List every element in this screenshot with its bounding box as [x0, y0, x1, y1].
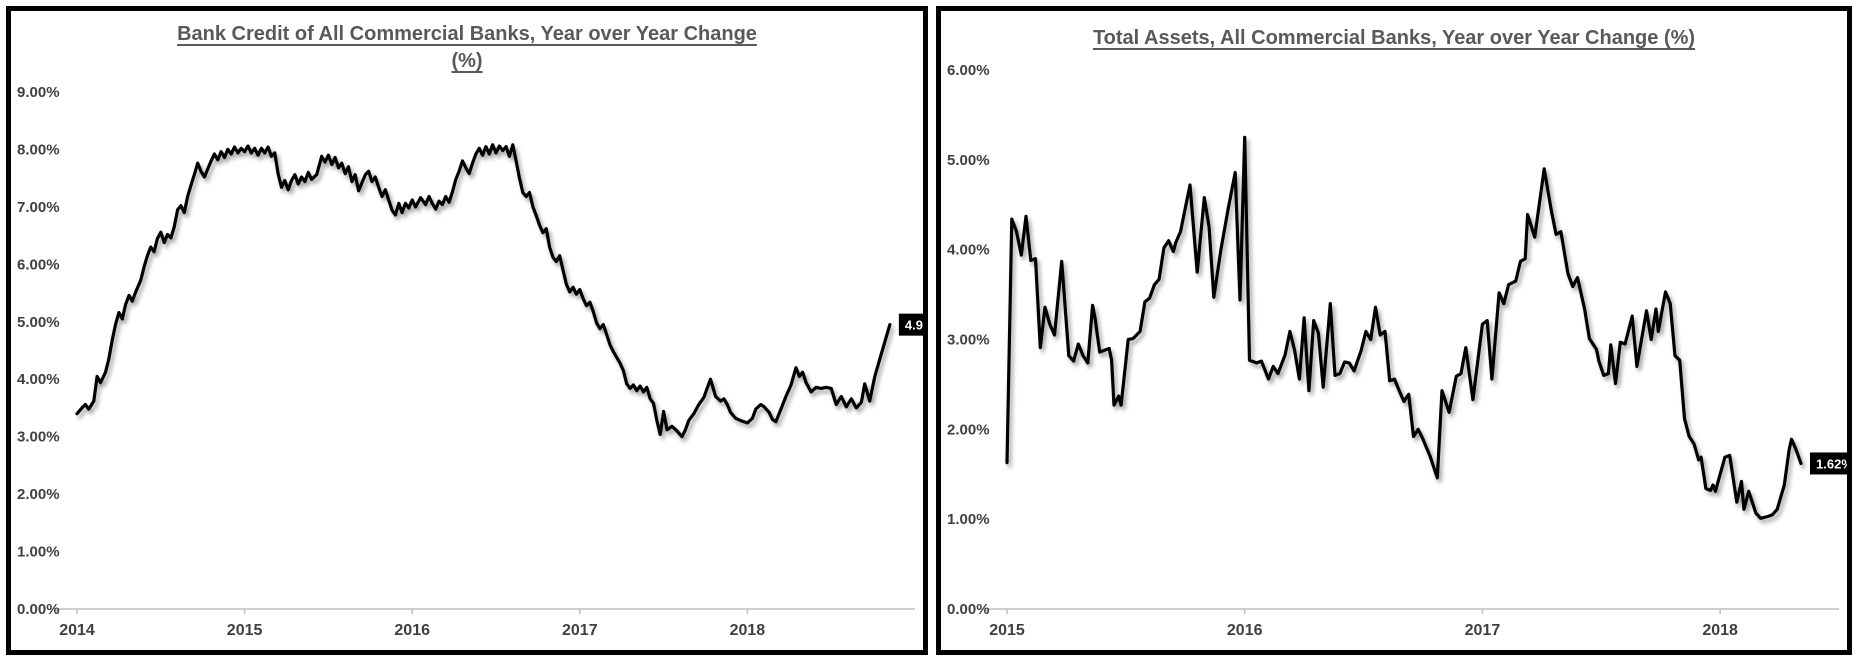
chart-title: Bank Credit of All Commercial Banks, Yea…	[11, 11, 923, 75]
y-axis-tick-label: 3.00%	[17, 429, 60, 446]
y-axis-tick-label: 8.00%	[17, 141, 60, 158]
y-axis-tick-label: 6.00%	[947, 62, 990, 79]
y-axis-tick-label: 4.00%	[947, 242, 990, 259]
y-axis-tick-label: 0.00%	[947, 601, 990, 618]
total-assets-plot: 0.00% 1.00% 2.00% 3.00% 4.00% 5.00% 6.00% 2015 2…	[947, 62, 1847, 639]
y-axis-tick-label: 5.00%	[947, 152, 990, 169]
y-axis-tick-label: 1.00%	[947, 511, 990, 528]
y-axis-tick-label: 2.00%	[17, 486, 60, 503]
x-axis-tick-label: 2018	[730, 622, 766, 639]
x-axis-tick-label: 2016	[1227, 622, 1263, 639]
x-axis-tick-label: 2015	[227, 622, 263, 639]
x-axis-tick-label: 2014	[59, 622, 95, 639]
end-data-label: 4.95%	[905, 318, 923, 333]
end-data-label-box	[1809, 452, 1847, 475]
y-axis-tick-label: 7.00%	[17, 199, 60, 216]
y-axis-tick-label: 6.00%	[17, 256, 60, 273]
chart-title-line2: (%)	[451, 50, 483, 72]
chart-title-line1: Total Assets, All Commercial Banks, Year…	[1092, 27, 1696, 49]
y-axis-tick-label: 5.00%	[17, 314, 60, 331]
bank-credit-chart-panel: Bank Credit of All Commercial Banks, Yea…	[6, 6, 928, 655]
x-axis-tick-label: 2017	[562, 622, 598, 639]
end-data-label-box	[898, 313, 923, 336]
x-axis-tick-label: 2016	[394, 622, 430, 639]
series-line	[75, 143, 892, 439]
series-line	[1005, 135, 1803, 520]
x-axis-tick-label: 2017	[1465, 622, 1501, 639]
y-axis-tick-label: 2.00%	[947, 421, 990, 438]
y-axis-tick-label: 1.00%	[17, 544, 60, 561]
end-data-label: 1.62%	[1816, 456, 1847, 471]
y-axis-tick-label: 3.00%	[947, 332, 990, 349]
chart-title: Total Assets, All Commercial Banks, Year…	[941, 11, 1847, 53]
bank-credit-plot: 0.00% 1.00% 2.00% 3.00% 4.00% 5.00% 6.00% 7.00%…	[17, 84, 923, 639]
x-axis-tick-label: 2015	[989, 622, 1025, 639]
chart-title-line1: Bank Credit of All Commercial Banks, Yea…	[177, 23, 757, 45]
y-axis-tick-label: 4.00%	[17, 371, 60, 388]
x-axis-tick-label: 2018	[1702, 622, 1738, 639]
total-assets-chart-panel: Total Assets, All Commercial Banks, Year…	[936, 6, 1852, 655]
y-axis-tick-label: 0.00%	[17, 601, 60, 618]
y-axis-tick-label: 9.00%	[17, 84, 60, 101]
